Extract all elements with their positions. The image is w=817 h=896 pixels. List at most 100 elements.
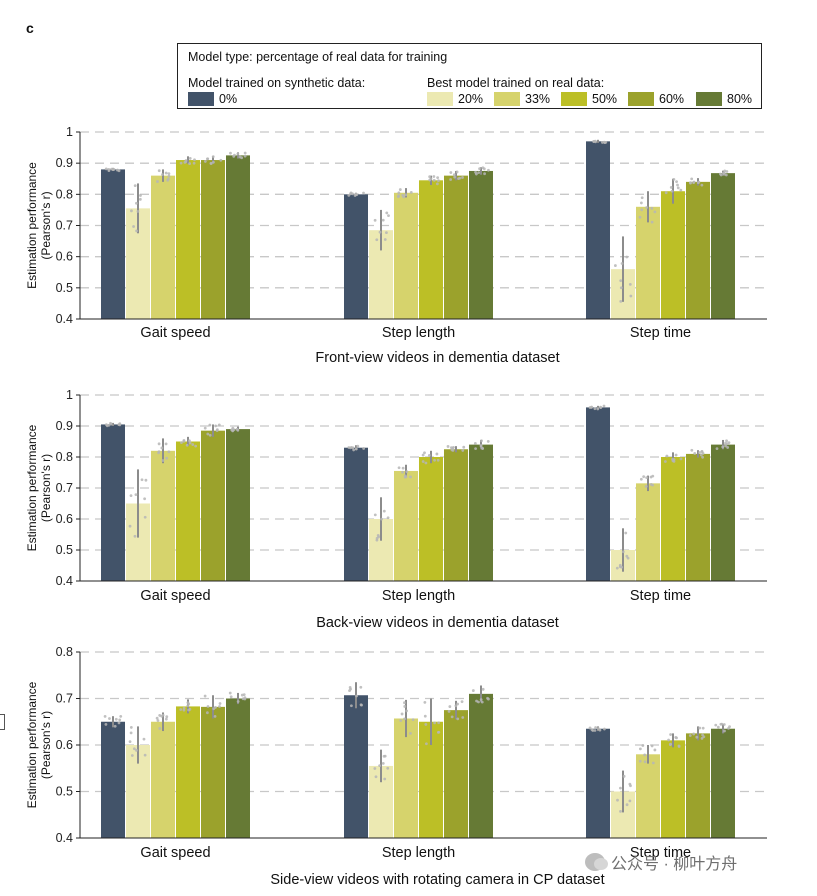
data-point bbox=[397, 466, 401, 470]
data-point bbox=[716, 725, 720, 729]
data-point bbox=[649, 475, 653, 479]
data-point bbox=[640, 208, 644, 212]
legend-label: 60% bbox=[659, 92, 685, 106]
data-point bbox=[206, 432, 210, 436]
data-point bbox=[129, 726, 133, 729]
data-point bbox=[396, 195, 400, 199]
data-point bbox=[594, 726, 598, 729]
y-tick-label: 0.8 bbox=[56, 645, 73, 659]
bar-33pct-step-length bbox=[394, 192, 418, 319]
data-point bbox=[203, 694, 207, 698]
bar-33pct-step-length bbox=[394, 470, 418, 581]
data-point bbox=[625, 554, 629, 558]
legend-item-33: 33% bbox=[494, 92, 550, 106]
bar-60pct-step-time bbox=[686, 453, 710, 581]
data-point bbox=[692, 732, 696, 736]
data-point bbox=[403, 717, 406, 721]
data-point bbox=[107, 168, 111, 171]
data-point bbox=[427, 453, 431, 457]
data-point bbox=[628, 799, 632, 803]
data-point bbox=[401, 193, 405, 197]
data-point bbox=[480, 700, 484, 704]
data-point bbox=[722, 723, 726, 726]
data-point bbox=[479, 444, 483, 447]
y-axis-label-units: (Pearson's r) bbox=[39, 191, 53, 259]
data-point bbox=[619, 286, 623, 290]
data-point bbox=[405, 709, 408, 713]
y-tick-label: 0.6 bbox=[56, 512, 73, 526]
y-tick-label: 0.7 bbox=[56, 481, 73, 495]
data-point bbox=[462, 445, 466, 449]
data-point bbox=[397, 191, 401, 195]
bar-0pct-step-time bbox=[586, 141, 610, 319]
data-point bbox=[644, 485, 648, 488]
data-point bbox=[238, 155, 242, 159]
data-point bbox=[356, 444, 360, 448]
data-point bbox=[382, 509, 386, 513]
data-point bbox=[401, 466, 405, 470]
data-point bbox=[669, 186, 673, 189]
data-point bbox=[456, 702, 460, 706]
x-category-label: Step time bbox=[630, 845, 691, 861]
data-point bbox=[135, 201, 138, 205]
data-point bbox=[486, 696, 489, 700]
data-point bbox=[135, 748, 138, 752]
bar-80pct-gait-speed bbox=[226, 155, 250, 319]
chart-title: Side-view videos with rotating camera in… bbox=[270, 872, 604, 888]
x-category-label: Step time bbox=[630, 325, 691, 341]
data-point bbox=[458, 176, 462, 180]
data-point bbox=[437, 730, 441, 734]
bar-80pct-gait-speed bbox=[226, 698, 250, 838]
data-point bbox=[724, 444, 727, 448]
data-point bbox=[139, 194, 142, 197]
data-point bbox=[460, 700, 464, 704]
legend-item-50: 50% bbox=[561, 92, 617, 106]
y-tick-label: 0.9 bbox=[56, 156, 73, 170]
data-point bbox=[349, 687, 352, 691]
data-point bbox=[643, 760, 647, 764]
data-point bbox=[132, 225, 135, 228]
data-point bbox=[107, 423, 111, 427]
data-point bbox=[382, 754, 386, 758]
y-tick-label: 0.8 bbox=[56, 450, 73, 464]
data-point bbox=[164, 717, 168, 721]
data-point bbox=[179, 161, 183, 165]
data-point bbox=[167, 172, 171, 176]
data-point bbox=[596, 407, 600, 411]
bar-60pct-step-length bbox=[444, 175, 468, 319]
bar-33pct-gait-speed bbox=[151, 175, 175, 319]
data-point bbox=[722, 171, 725, 175]
data-point bbox=[142, 737, 146, 741]
y-axis-label: Estimation performance bbox=[25, 162, 39, 289]
data-point bbox=[385, 211, 389, 215]
data-point bbox=[461, 449, 465, 452]
legend-swatch bbox=[561, 92, 587, 106]
data-point bbox=[721, 445, 725, 449]
data-point bbox=[208, 423, 212, 427]
data-point bbox=[670, 189, 674, 193]
data-point bbox=[592, 140, 596, 143]
data-point bbox=[452, 173, 456, 177]
data-point bbox=[590, 405, 593, 409]
data-point bbox=[188, 441, 192, 445]
data-point bbox=[676, 186, 680, 190]
data-point bbox=[350, 445, 353, 449]
data-point bbox=[619, 809, 622, 813]
data-point bbox=[211, 155, 215, 159]
data-point bbox=[679, 457, 683, 461]
data-point bbox=[480, 439, 483, 443]
data-point bbox=[167, 174, 171, 178]
data-point bbox=[650, 220, 654, 224]
data-point bbox=[446, 445, 450, 448]
data-point bbox=[156, 180, 159, 183]
data-point bbox=[182, 438, 186, 442]
data-point bbox=[474, 447, 477, 450]
data-point bbox=[723, 729, 726, 733]
data-point bbox=[638, 215, 642, 219]
bracket-mark bbox=[0, 714, 5, 730]
data-point bbox=[447, 710, 451, 713]
data-point bbox=[243, 697, 247, 701]
data-point bbox=[185, 443, 189, 447]
data-point bbox=[448, 705, 452, 708]
data-point bbox=[724, 173, 728, 177]
